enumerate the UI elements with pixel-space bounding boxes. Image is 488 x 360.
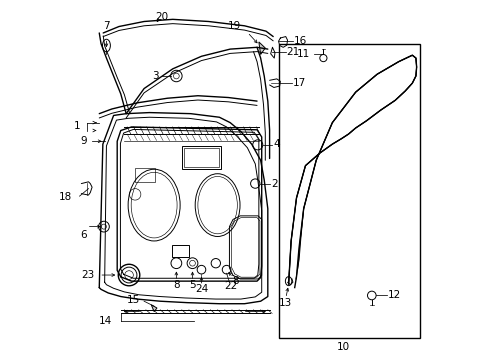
Text: 21: 21 (286, 46, 299, 57)
Text: 8: 8 (173, 280, 179, 290)
Text: 19: 19 (227, 21, 241, 31)
Text: 20: 20 (155, 12, 168, 22)
Circle shape (367, 291, 375, 300)
Circle shape (319, 54, 326, 62)
Text: 7: 7 (103, 21, 109, 31)
Text: 8: 8 (232, 276, 238, 286)
Text: 11: 11 (296, 49, 309, 59)
Text: 10: 10 (336, 342, 349, 352)
Circle shape (170, 70, 182, 82)
Text: 15: 15 (126, 295, 140, 305)
Bar (278, 44, 419, 338)
Bar (135, 168, 155, 182)
Text: 1: 1 (74, 121, 80, 131)
Polygon shape (151, 305, 157, 312)
Text: 6: 6 (80, 230, 86, 239)
Text: 24: 24 (194, 284, 208, 294)
Text: 14: 14 (99, 316, 112, 325)
Text: 4: 4 (273, 139, 279, 149)
Text: 9: 9 (80, 136, 86, 146)
Text: 23: 23 (81, 270, 94, 280)
Text: 18: 18 (59, 192, 72, 202)
Ellipse shape (102, 39, 110, 52)
Bar (183, 148, 219, 167)
Text: 3: 3 (152, 71, 159, 81)
Bar (172, 245, 189, 257)
Text: 13: 13 (279, 298, 292, 308)
Text: 2: 2 (270, 179, 277, 189)
Text: 22: 22 (224, 281, 237, 291)
Polygon shape (258, 42, 265, 54)
Text: 5: 5 (189, 280, 195, 290)
Text: 12: 12 (387, 291, 400, 301)
Text: 16: 16 (293, 36, 306, 46)
Text: 17: 17 (292, 78, 305, 88)
Circle shape (250, 179, 260, 188)
Circle shape (252, 140, 262, 150)
Bar (182, 146, 221, 169)
